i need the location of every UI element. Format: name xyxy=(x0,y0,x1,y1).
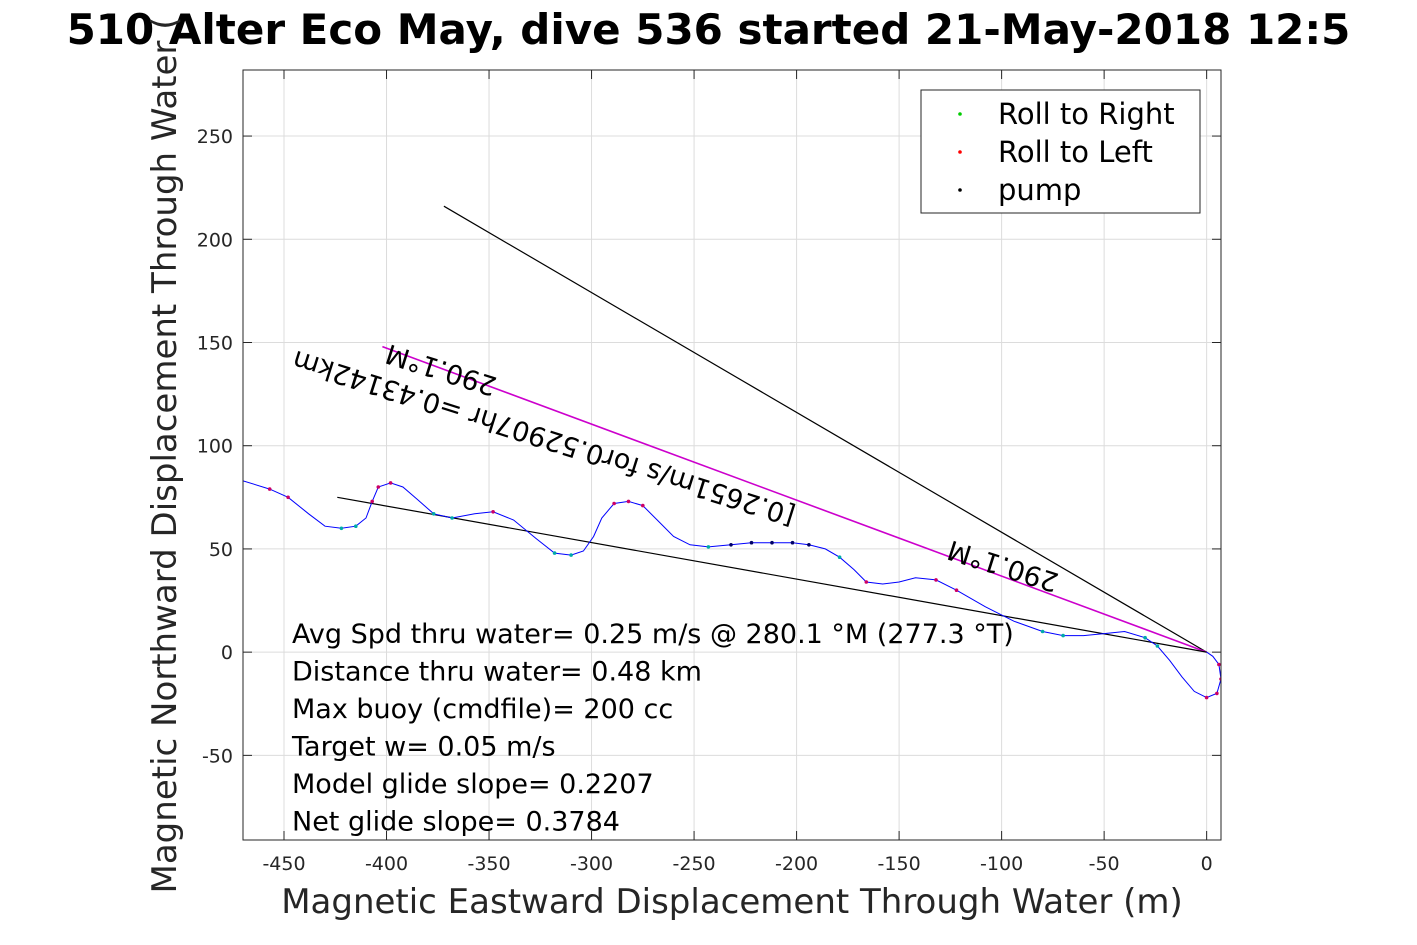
annotation-line: Target w= 0.05 m/s xyxy=(291,732,556,763)
legend-entry-label: Roll to Right xyxy=(998,97,1175,131)
legend-entry-label: Roll to Left xyxy=(998,135,1153,169)
roll-right-marker xyxy=(552,551,557,555)
roll-left-marker xyxy=(370,499,375,504)
heading-line-1 xyxy=(443,205,1207,653)
roll-right-marker xyxy=(837,555,842,559)
roll-left-marker xyxy=(864,580,869,584)
roll-right-marker xyxy=(431,512,436,516)
roll-left-marker xyxy=(388,481,393,485)
y-tick-label: 0 xyxy=(221,642,233,664)
annotations: Avg Spd thru water= 0.25 m/s @ 280.1 °M … xyxy=(291,619,1014,838)
annotation-line: Max buoy (cmdfile)= 200 cc xyxy=(292,694,673,725)
annotation-line: Avg Spd thru water= 0.25 m/s @ 280.1 °M … xyxy=(292,619,1014,650)
x-tick-label: 0 xyxy=(1201,853,1213,875)
roll-left-marker xyxy=(641,503,645,508)
roll-left-marker xyxy=(934,578,938,582)
legend: Roll to Right Roll to Left pump xyxy=(920,89,1201,214)
pump-marker xyxy=(729,543,733,547)
x-tick-label: -200 xyxy=(775,853,818,875)
pump-marker xyxy=(770,540,774,545)
chart-title: 510 Alter Eco May, dive 536 started 21-M… xyxy=(66,5,1351,54)
roll-left-marker xyxy=(954,588,959,592)
heading-line-2 xyxy=(382,345,1207,653)
roll-right-marker xyxy=(1040,629,1045,634)
x-tick-label: -400 xyxy=(365,853,408,875)
roll-left-marker xyxy=(491,510,495,514)
roll-right-marker xyxy=(1143,635,1147,640)
roll-left-marker xyxy=(626,499,631,504)
roll-left-marker xyxy=(1204,695,1209,700)
roll-right-marker xyxy=(354,524,358,528)
legend-marker xyxy=(958,112,962,116)
series-layer xyxy=(243,205,1221,700)
roll-left-marker xyxy=(286,495,290,500)
x-tick-label: -250 xyxy=(673,853,716,875)
roll-left-marker xyxy=(267,487,272,491)
annotation-line: Distance thru water= 0.48 km xyxy=(292,657,702,688)
pump-marker xyxy=(807,543,811,547)
axes-box xyxy=(242,69,1222,841)
roll-right-marker xyxy=(1061,633,1065,638)
roll-left-marker xyxy=(376,485,381,489)
roll-left-marker xyxy=(1215,691,1219,696)
heading-line-3 xyxy=(337,496,1207,653)
legend-marker xyxy=(958,150,962,154)
legend-entry-label: pump xyxy=(998,173,1081,207)
roll-right-marker xyxy=(706,545,711,549)
x-tick-label: -450 xyxy=(262,853,305,875)
roll-right-marker xyxy=(1155,644,1160,648)
legend-marker xyxy=(958,188,962,192)
pump-marker xyxy=(749,540,754,545)
legend-box xyxy=(920,89,1201,214)
annotation-line: Net glide slope= 0.3784 xyxy=(292,807,620,838)
ticks: -450 -400 -350 -300 -250 -200 -150 -100 -50 0 -50 0… xyxy=(197,70,1221,875)
roll-right-marker xyxy=(569,553,573,557)
pump-marker xyxy=(790,540,795,545)
annotation-line: Model glide slope= 0.2207 xyxy=(292,769,654,800)
roll-right-marker xyxy=(339,526,344,531)
y-tick-label: 50 xyxy=(209,539,233,561)
x-axis-label: Magnetic Eastward Displacement Through W… xyxy=(281,882,1183,922)
y-tick-label: 150 xyxy=(197,332,233,354)
roll-right-marker xyxy=(450,516,454,520)
y-tick-label: 100 xyxy=(197,436,233,458)
x-tick-label: -300 xyxy=(570,853,613,875)
x-tick-label: -50 xyxy=(1089,853,1120,875)
y-tick-label: 250 xyxy=(197,126,233,148)
y-axis-label: Magnetic Northward Displacement Through … xyxy=(145,17,185,894)
y-tick-label: -50 xyxy=(202,745,233,767)
x-tick-label: -100 xyxy=(980,853,1023,875)
x-tick-label: -150 xyxy=(878,853,921,875)
roll-left-marker xyxy=(1217,662,1221,667)
roll-left-marker xyxy=(612,501,616,506)
x-tick-label: -350 xyxy=(467,853,510,875)
y-tick-label: 200 xyxy=(197,229,233,251)
